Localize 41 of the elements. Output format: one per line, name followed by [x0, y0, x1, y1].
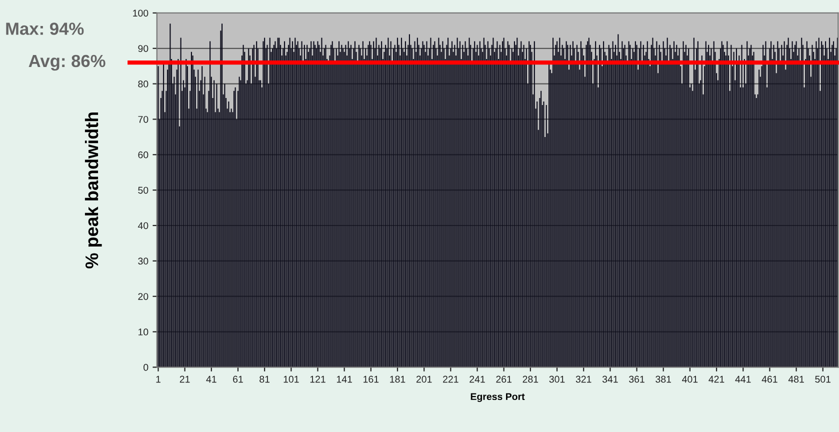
x-tick-label: 241 [470, 376, 485, 383]
text: Max: 94% [6, 22, 84, 35]
x-tick-label: 441 [735, 376, 751, 383]
x-tick-label: 321 [576, 376, 592, 383]
y-tick-label: 10 [138, 328, 148, 336]
y-tick-label: 40 [138, 222, 148, 230]
x-tick-label: 341 [602, 376, 618, 383]
y-tick-label: 20 [138, 293, 148, 300]
y-tick-label: 90 [138, 45, 148, 52]
x-tick-label: 41 [206, 376, 216, 383]
x-tick-label: 401 [682, 376, 698, 383]
y-tick-label: 0 [144, 364, 148, 371]
x-tick-label: 101 [284, 376, 299, 383]
y-tick-label: 80 [138, 80, 148, 88]
y-tick-label: 70 [138, 116, 148, 123]
x-tick-label: 361 [629, 376, 644, 383]
x-tick-label: 281 [522, 376, 538, 383]
y-axis-title: % peak bandwidth [84, 112, 102, 268]
x-tick-label: 481 [788, 376, 804, 383]
x-tick-label: 421 [708, 376, 724, 383]
x-tick-label: 21 [180, 376, 190, 383]
y-tick-label: 60 [138, 151, 148, 158]
x-tick-label: 461 [762, 376, 778, 383]
ref-line-label: Avg: 86% [28, 54, 106, 71]
x-tick-label: 121 [310, 376, 326, 383]
y-tick-label: 30 [138, 258, 148, 265]
x-tick-label: 501 [815, 376, 831, 383]
y-tick-label: 100 [133, 10, 148, 17]
x-tick-label: 181 [390, 376, 406, 383]
x-tick-label: 81 [260, 376, 270, 383]
y-tick-label: 50 [138, 186, 148, 194]
x-tick-label: 201 [416, 376, 432, 383]
x-axis-title: Egress Port [470, 393, 525, 402]
x-tick-label: 301 [549, 376, 565, 383]
x-tick-label: 261 [496, 376, 512, 383]
x-tick-label: 381 [656, 376, 671, 383]
x-tick-label: 141 [336, 376, 352, 383]
x-tick-label: 61 [233, 376, 243, 383]
x-tick-label: 221 [443, 376, 458, 383]
x-tick-label: 161 [364, 376, 379, 383]
x-tick-label: 1 [156, 376, 160, 383]
